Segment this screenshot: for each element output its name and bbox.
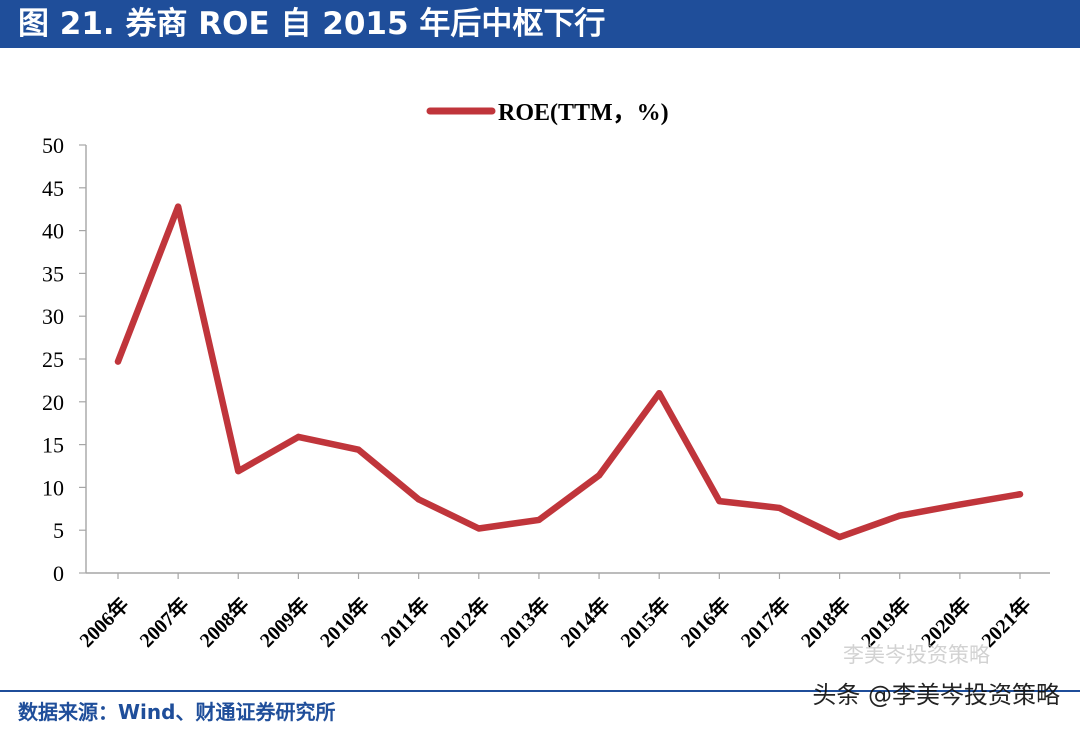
y-axis: 0 5 10 15 20 25 30 35 40 45 50 (42, 133, 87, 586)
x-tick-label: 2007年 (134, 593, 193, 652)
y-tick-label: 40 (42, 219, 64, 244)
data-point-2018年 (836, 533, 843, 541)
data-point-2017年 (776, 504, 783, 512)
data-point-2009年 (295, 433, 302, 440)
source-note: 数据来源：Wind、财通证券研究所 (18, 700, 336, 724)
legend-label: ROE(TTM，%) (498, 100, 669, 126)
footer-divider (0, 690, 1080, 692)
x-tick-label: 2017年 (736, 593, 795, 652)
x-tick-label: 2013年 (495, 593, 554, 652)
data-point-2020年 (956, 501, 963, 508)
x-axis: 2006年 2007年 2008年 2009年 2010年 2011年 2012年 2013年… (74, 572, 1050, 652)
chart-ghost-watermark: 李美岑投资策略 (843, 643, 990, 667)
series-layer (114, 203, 1024, 541)
data-point-2014年 (595, 472, 603, 479)
x-tick-label: 2012年 (435, 593, 494, 652)
x-tick-label: 2011年 (376, 593, 435, 652)
x-tick-label: 2006年 (74, 593, 133, 652)
x-tick-label: 2008年 (194, 593, 253, 652)
toutiao-watermark: 头条 @李美岑投资策略 (812, 681, 1060, 709)
data-point-2011年 (415, 496, 422, 503)
data-point-2016年 (716, 497, 723, 505)
x-axis-ticks: 2006年 2007年 2008年 2009年 2010年 2011年 2012年 2013年… (74, 573, 1036, 652)
y-tick-label: 15 (42, 433, 64, 458)
series-line-roe (114, 203, 1024, 541)
data-point-2007年 (175, 203, 182, 210)
y-tick-label: 30 (42, 304, 64, 329)
figure-title: 图 21. 券商 ROE 自 2015 年后中枢下行 (18, 6, 606, 42)
data-point-2006年 (114, 358, 122, 365)
y-tick-label: 45 (42, 176, 64, 201)
x-tick-label: 2014年 (555, 593, 614, 652)
data-point-2019年 (896, 512, 903, 519)
y-tick-label: 25 (42, 347, 64, 372)
y-tick-label: 0 (53, 561, 64, 586)
x-tick-label: 2016年 (675, 593, 734, 652)
chart-legend: ROE(TTM，%) (426, 100, 669, 126)
x-tick-label: 2015年 (615, 593, 674, 652)
data-point-2008年 (235, 468, 242, 475)
x-tick-label: 2010年 (315, 593, 374, 652)
data-point-2012年 (475, 525, 482, 532)
data-point-2021年 (1016, 491, 1024, 498)
x-tick-label: 2009年 (255, 593, 314, 652)
data-point-2010年 (355, 446, 362, 453)
data-point-2015年 (656, 390, 663, 397)
y-tick-label: 5 (53, 518, 64, 543)
figure-header-bar: 图 21. 券商 ROE 自 2015 年后中枢下行 (0, 0, 1080, 48)
y-tick-label: 50 (42, 133, 64, 158)
y-tick-label: 20 (42, 390, 64, 415)
y-axis-ticks: 0 5 10 15 20 25 30 35 40 45 50 (42, 133, 86, 586)
data-point-2013年 (535, 516, 543, 524)
y-tick-label: 35 (42, 261, 64, 286)
y-tick-label: 10 (42, 475, 64, 500)
